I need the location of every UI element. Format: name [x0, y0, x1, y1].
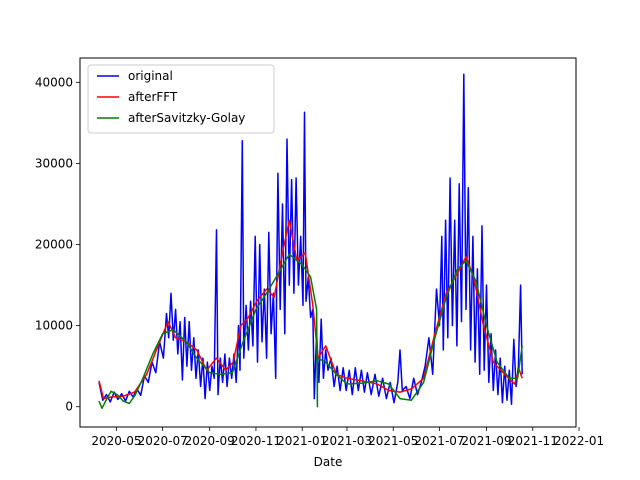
plot-area-frame: [79, 57, 577, 428]
x-axis-label: Date: [314, 455, 343, 469]
y-tick-label: 30000: [35, 156, 73, 170]
legend: original afterFFT afterSavitzky-Golay: [87, 64, 275, 134]
series-line-original: [98, 73, 523, 406]
x-tick-label: 2021-01: [277, 434, 327, 448]
legend-entry: afterFFT: [128, 90, 178, 104]
series-line-aftersavitzky-golay: [98, 253, 523, 410]
x-tick-label: 2022-01: [554, 434, 604, 448]
x-tick-label: 2020-05: [91, 434, 141, 448]
y-tick-label: 20000: [35, 238, 73, 252]
x-tick-label: 2021-07: [414, 434, 464, 448]
legend-entry: afterSavitzky-Golay: [128, 111, 245, 125]
x-axis: 2020-052020-072020-092020-112021-012021-…: [91, 427, 604, 448]
x-tick-label: 2021-11: [508, 434, 558, 448]
x-tick-label: 2020-11: [231, 434, 281, 448]
x-tick-label: 2020-07: [138, 434, 188, 448]
legend-box: [87, 64, 275, 134]
x-tick-label: 2021-05: [368, 434, 418, 448]
series-layer: [98, 73, 523, 410]
x-tick-label: 2020-09: [185, 434, 235, 448]
y-tick-label: 0: [65, 400, 73, 414]
legend-entry: original: [128, 69, 173, 83]
x-tick-label: 2021-03: [322, 434, 372, 448]
y-axis: 0 10000 20000 30000 40000: [35, 75, 80, 414]
y-tick-label: 40000: [35, 75, 73, 89]
x-tick-label: 2021-09: [461, 434, 511, 448]
y-tick-label: 10000: [35, 319, 73, 333]
